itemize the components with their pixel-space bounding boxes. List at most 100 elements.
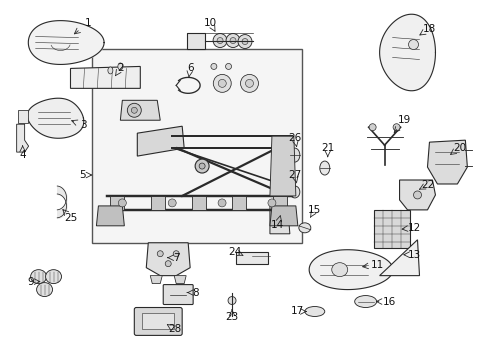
Polygon shape bbox=[270, 206, 298, 226]
Text: 24: 24 bbox=[228, 247, 242, 257]
Ellipse shape bbox=[119, 199, 126, 207]
Ellipse shape bbox=[218, 80, 226, 87]
Bar bbox=[236, 252, 268, 264]
Text: 23: 23 bbox=[225, 312, 239, 323]
Polygon shape bbox=[380, 14, 436, 91]
Polygon shape bbox=[427, 140, 467, 184]
Ellipse shape bbox=[165, 261, 171, 267]
Bar bbox=[374, 210, 410, 248]
Polygon shape bbox=[187, 32, 205, 49]
Polygon shape bbox=[270, 136, 296, 196]
Text: 18: 18 bbox=[423, 24, 436, 33]
Ellipse shape bbox=[305, 306, 325, 316]
Text: 8: 8 bbox=[192, 288, 198, 298]
Bar bbox=[273, 196, 287, 210]
Text: 17: 17 bbox=[291, 306, 304, 316]
Text: 11: 11 bbox=[371, 260, 384, 270]
Polygon shape bbox=[147, 243, 190, 276]
Text: 4: 4 bbox=[19, 150, 26, 160]
Ellipse shape bbox=[157, 251, 163, 257]
Text: 16: 16 bbox=[383, 297, 396, 306]
Text: 27: 27 bbox=[288, 170, 301, 180]
Text: 28: 28 bbox=[169, 324, 182, 334]
Bar bbox=[192, 196, 206, 210]
Polygon shape bbox=[399, 180, 436, 210]
Ellipse shape bbox=[355, 296, 377, 307]
Ellipse shape bbox=[290, 148, 300, 162]
Polygon shape bbox=[17, 124, 28, 152]
Ellipse shape bbox=[268, 199, 276, 207]
Ellipse shape bbox=[320, 161, 330, 175]
Polygon shape bbox=[309, 250, 393, 289]
Ellipse shape bbox=[108, 67, 113, 74]
Text: 20: 20 bbox=[453, 143, 466, 153]
Text: 10: 10 bbox=[203, 18, 217, 28]
Text: 12: 12 bbox=[408, 223, 421, 233]
Ellipse shape bbox=[393, 124, 400, 131]
Text: 22: 22 bbox=[421, 180, 434, 190]
Ellipse shape bbox=[369, 124, 376, 131]
Ellipse shape bbox=[217, 37, 223, 44]
Ellipse shape bbox=[118, 63, 123, 70]
Text: 19: 19 bbox=[398, 115, 411, 125]
Text: 6: 6 bbox=[187, 63, 194, 73]
Ellipse shape bbox=[30, 270, 47, 284]
Text: 13: 13 bbox=[408, 250, 421, 260]
FancyBboxPatch shape bbox=[163, 285, 193, 305]
Ellipse shape bbox=[230, 37, 236, 44]
Polygon shape bbox=[137, 126, 184, 156]
Polygon shape bbox=[121, 100, 160, 120]
Ellipse shape bbox=[228, 297, 236, 305]
Ellipse shape bbox=[168, 199, 176, 207]
FancyBboxPatch shape bbox=[134, 307, 182, 336]
Ellipse shape bbox=[332, 263, 348, 276]
Text: 2: 2 bbox=[117, 63, 123, 73]
Polygon shape bbox=[71, 67, 140, 88]
Ellipse shape bbox=[226, 33, 240, 48]
Bar bbox=[110, 196, 124, 210]
Text: 1: 1 bbox=[85, 18, 92, 28]
Ellipse shape bbox=[195, 159, 209, 173]
Polygon shape bbox=[380, 240, 419, 276]
Text: 26: 26 bbox=[288, 133, 301, 143]
Polygon shape bbox=[18, 110, 27, 123]
Text: 9: 9 bbox=[27, 276, 34, 287]
Bar bbox=[151, 196, 165, 210]
Ellipse shape bbox=[213, 33, 227, 48]
Ellipse shape bbox=[241, 75, 258, 92]
Text: 21: 21 bbox=[321, 143, 334, 153]
Ellipse shape bbox=[290, 186, 300, 198]
Text: 7: 7 bbox=[173, 253, 179, 263]
Ellipse shape bbox=[238, 35, 252, 49]
Ellipse shape bbox=[245, 80, 253, 87]
Ellipse shape bbox=[211, 63, 217, 69]
Text: 5: 5 bbox=[79, 170, 86, 180]
Text: 3: 3 bbox=[80, 120, 87, 130]
Polygon shape bbox=[270, 202, 290, 234]
Text: 15: 15 bbox=[308, 205, 321, 215]
Ellipse shape bbox=[409, 40, 418, 50]
Ellipse shape bbox=[225, 63, 232, 69]
Bar bbox=[142, 314, 174, 329]
Ellipse shape bbox=[414, 191, 421, 199]
Ellipse shape bbox=[299, 223, 311, 233]
Ellipse shape bbox=[218, 199, 226, 207]
Polygon shape bbox=[174, 276, 186, 284]
Polygon shape bbox=[150, 276, 162, 284]
Ellipse shape bbox=[131, 107, 137, 113]
Polygon shape bbox=[27, 98, 84, 138]
Ellipse shape bbox=[273, 213, 283, 223]
Text: 14: 14 bbox=[271, 220, 285, 230]
Ellipse shape bbox=[127, 103, 141, 117]
Polygon shape bbox=[97, 206, 124, 226]
Ellipse shape bbox=[37, 283, 52, 297]
Ellipse shape bbox=[173, 251, 179, 257]
Ellipse shape bbox=[213, 75, 231, 92]
Text: 25: 25 bbox=[64, 213, 77, 223]
Ellipse shape bbox=[199, 163, 205, 169]
Ellipse shape bbox=[46, 270, 62, 284]
Polygon shape bbox=[28, 21, 104, 64]
Ellipse shape bbox=[242, 39, 248, 45]
Bar bbox=[93, 49, 302, 243]
Bar bbox=[232, 196, 246, 210]
